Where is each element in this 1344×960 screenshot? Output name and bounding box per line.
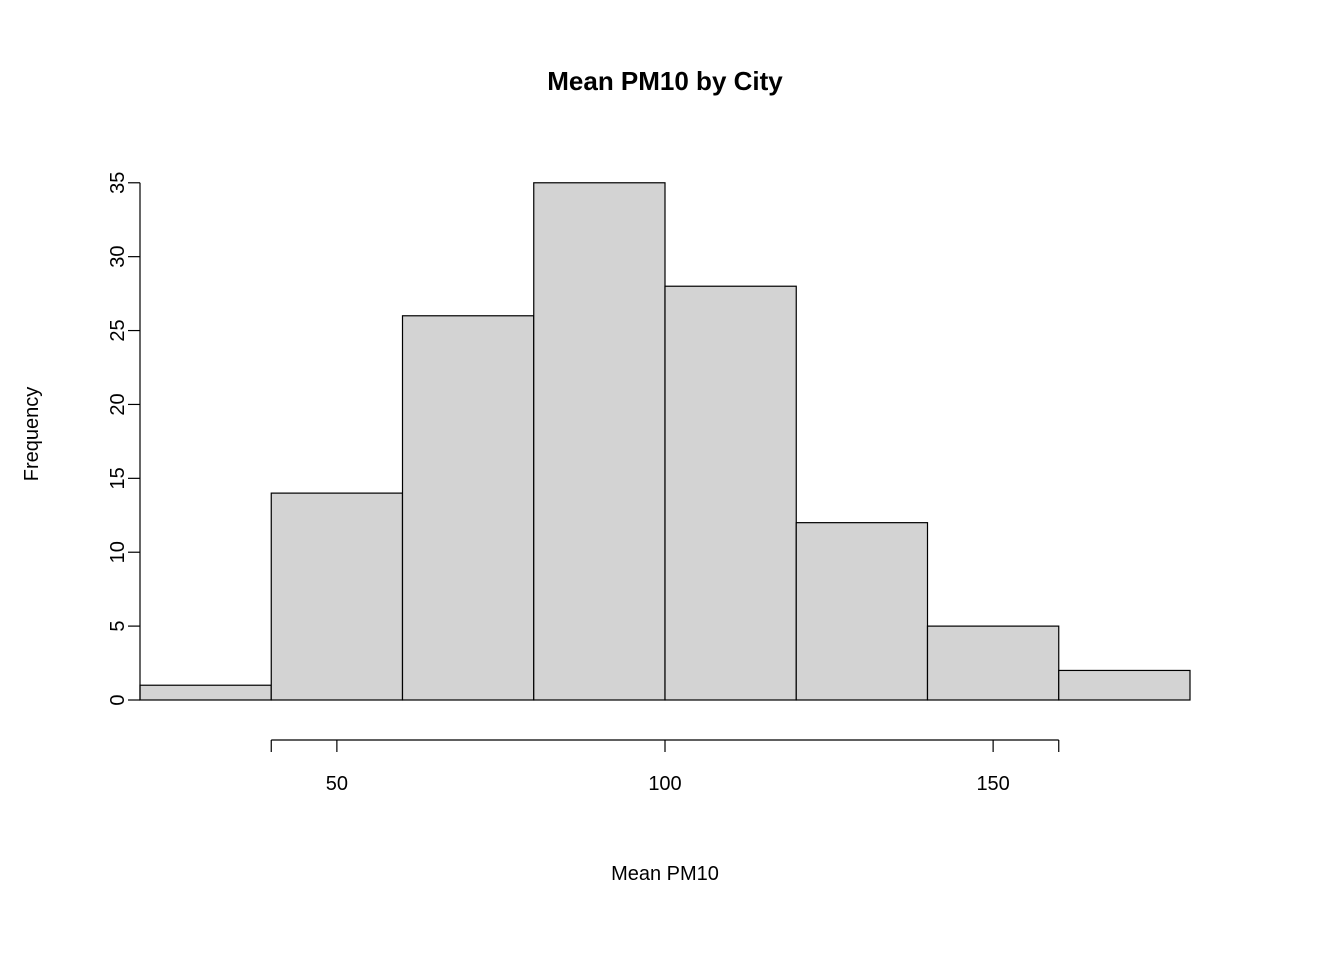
histogram-bar — [140, 685, 271, 700]
y-axis-tick-label: 10 — [107, 541, 129, 563]
chart-svg: Mean PM10 by City 0 5 10 15 20 25 30 35 Frequency… — [0, 0, 1344, 960]
x-axis-label: Mean PM10 — [611, 863, 719, 885]
y-axis-tick-label: 30 — [107, 246, 129, 268]
y-axis-tick-label: 5 — [107, 621, 129, 632]
histogram-bar — [928, 626, 1059, 700]
histogram-bar — [796, 523, 927, 700]
x-axis-tick-label: 50 — [326, 773, 348, 795]
y-axis-label: Frequency — [21, 387, 43, 482]
histogram-bar — [534, 183, 665, 700]
histogram-bar — [1059, 670, 1190, 700]
histogram-chart: Mean PM10 by City 0 5 10 15 20 25 30 35 Frequency… — [0, 0, 1344, 960]
y-axis-tick-label: 35 — [107, 172, 129, 194]
histogram-bar — [271, 493, 402, 700]
y-axis-tick-label: 0 — [107, 694, 129, 705]
y-axis-tick-label: 25 — [107, 319, 129, 341]
y-axis-tick-label: 15 — [107, 467, 129, 489]
x-axis-tick-label: 100 — [648, 773, 681, 795]
chart-title: Mean PM10 by City — [547, 66, 783, 96]
histogram-bar — [665, 286, 796, 700]
x-axis-tick-label: 150 — [976, 773, 1009, 795]
y-axis-tick-label: 20 — [107, 393, 129, 415]
histogram-bar — [403, 316, 534, 700]
